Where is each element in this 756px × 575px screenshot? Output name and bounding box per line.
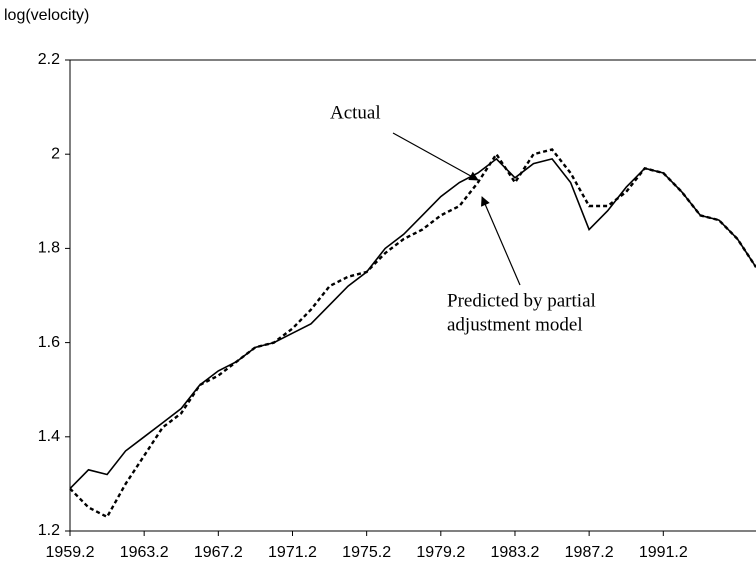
x-tick-label: 1967.2	[194, 544, 243, 561]
annotation-arrow	[481, 196, 521, 286]
annotation: Predicted by partial	[447, 290, 596, 311]
x-tick-label: 1959.2	[46, 544, 95, 561]
y-tick-label: 1.6	[38, 334, 60, 351]
y-tick-label: 1.4	[38, 428, 60, 445]
x-tick-label: 1979.2	[416, 544, 465, 561]
x-tick-label: 1975.2	[342, 544, 391, 561]
y-axis-label: log(velocity)	[4, 7, 89, 24]
x-tick-label: 1991.2	[639, 544, 688, 561]
x-tick-label: 1963.2	[120, 544, 169, 561]
x-tick-label: 1987.2	[565, 544, 614, 561]
y-tick-label: 2	[51, 145, 60, 162]
annotation: adjustment model	[447, 314, 583, 335]
annotation-arrow	[392, 132, 479, 181]
x-tick-label: 1983.2	[491, 544, 540, 561]
y-tick-label: 1.8	[38, 240, 60, 257]
series-line	[69, 148, 756, 519]
annotation: Actual	[330, 102, 381, 123]
x-tick-label: 1971.2	[268, 544, 317, 561]
y-tick-label: 2.2	[38, 51, 60, 68]
series-line	[69, 157, 756, 490]
y-tick-label: 1.2	[38, 522, 60, 539]
